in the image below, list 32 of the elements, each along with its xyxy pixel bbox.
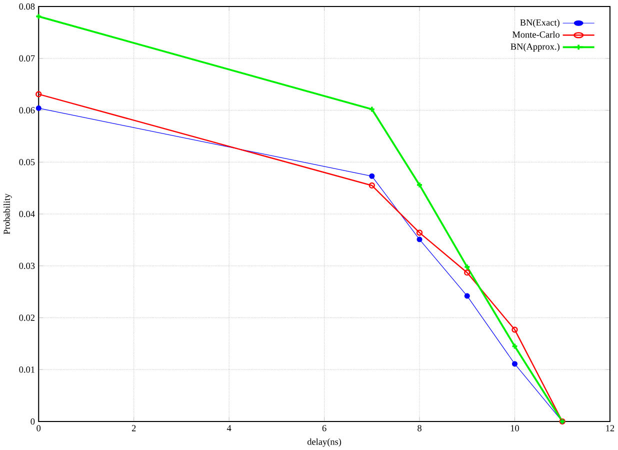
y-tick-label: 0.02 [19,314,34,321]
point [511,342,518,350]
point [512,326,518,333]
x-tick-label: 12 [606,425,614,432]
point [368,182,375,188]
legend-label: Monte-Carlo [512,31,560,38]
point [416,230,423,236]
point [36,105,42,111]
legend-label: BN(Approx.) [510,43,560,52]
point [368,106,376,113]
point [416,236,422,242]
y-tick-label: 0.04 [19,210,35,218]
y-axis-title: Probability [3,193,12,234]
x-tick-label: 8 [418,424,422,432]
y-tick-label: 0.07 [19,55,35,62]
point [512,361,518,367]
x-tick-label: 10 [510,424,520,432]
y-tick-label: 0 [30,418,35,424]
x-axis-title: delay(ns) [307,438,342,447]
y-tick-label: 0.08 [19,3,35,10]
point [369,173,375,179]
point [464,269,470,276]
legend-label: BN(Exact) [520,19,560,28]
x-tick-label: 0 [36,424,41,432]
y-tick-label: 0.06 [19,107,35,114]
x-tick-label: 4 [226,424,232,432]
x-tick-label: 2 [132,425,136,432]
y-tick-label: 0.03 [19,262,35,269]
y-tick-label: 0.05 [19,158,35,166]
y-tick-label: 0.01 [19,366,34,373]
point [464,293,470,299]
x-tick-label: 6 [322,425,326,432]
